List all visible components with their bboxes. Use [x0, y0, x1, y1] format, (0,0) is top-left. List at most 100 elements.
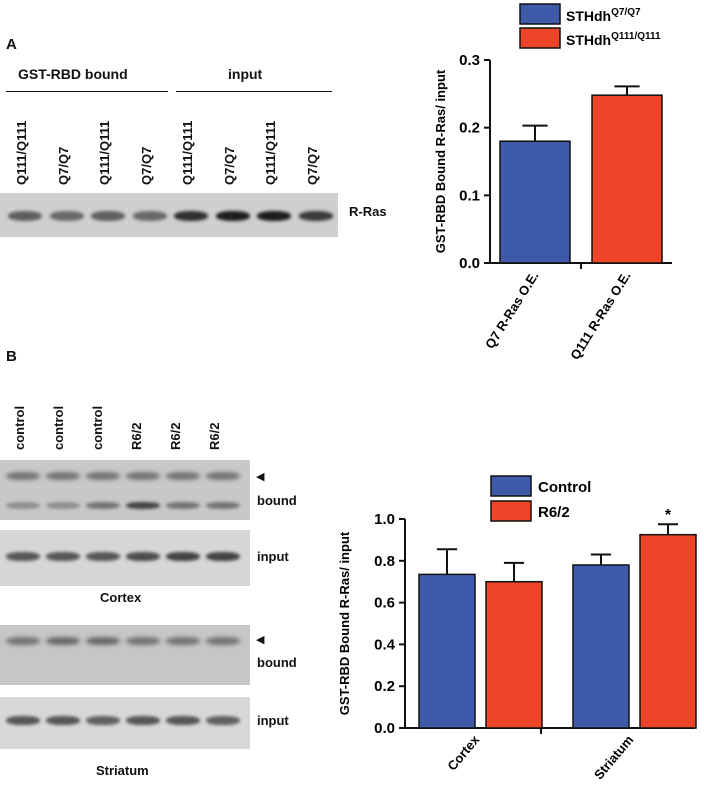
- legend-label: STHdhQ7/Q7: [566, 7, 641, 24]
- label-bound-striatum: bound: [257, 655, 297, 670]
- bar: [485, 580, 543, 729]
- blot-band: [46, 472, 80, 480]
- panel-a-lane-label: Q7/Q7: [138, 146, 154, 185]
- blot-band: [166, 552, 200, 561]
- blot-band: [166, 472, 200, 480]
- y-tick-label: 0.1: [459, 187, 480, 204]
- legend-swatch: [519, 3, 561, 25]
- legend-label: Control: [538, 479, 591, 496]
- blot-striatum-bound: [0, 625, 250, 685]
- blot-band: [166, 502, 200, 509]
- blot-striatum-input: [0, 697, 250, 749]
- blot-band: [174, 211, 208, 221]
- arrow-marker-cortex: ◀: [256, 471, 265, 483]
- blot-band: [206, 552, 240, 561]
- blot-band: [126, 552, 160, 561]
- blot-band: [46, 552, 80, 561]
- y-tick-label: 0.4: [374, 636, 396, 653]
- blot-band: [6, 502, 40, 509]
- panel-a-lane-label: Q7/Q7: [55, 146, 71, 185]
- blot-band: [126, 472, 160, 480]
- blot-cortex-input: [0, 530, 250, 586]
- panel-a-lane-label: Q7/Q7: [221, 146, 237, 185]
- legend-swatch: [519, 27, 561, 49]
- blot-band: [46, 502, 80, 509]
- y-tick-label: 0.6: [374, 595, 395, 612]
- bar: [499, 140, 571, 264]
- label-cortex: Cortex: [100, 590, 142, 605]
- group-line-bound: [6, 91, 168, 92]
- x-category-label: Q111 R-Ras O.E.: [567, 269, 633, 363]
- blot-band: [206, 716, 240, 725]
- bar: [572, 564, 630, 729]
- arrow-marker-striatum: ◀: [256, 634, 265, 646]
- panel-a-label: A: [6, 36, 17, 53]
- blot-band: [215, 211, 250, 221]
- blot-band: [257, 211, 291, 221]
- blot-band: [206, 637, 240, 645]
- y-tick-label: 1.0: [374, 511, 395, 528]
- label-bound-cortex: bound: [257, 493, 297, 508]
- x-category-label: Q7 R-Ras O.E.: [482, 269, 541, 352]
- blot-band: [206, 502, 240, 509]
- blot-band: [166, 637, 200, 645]
- blot-a-rras: [0, 193, 338, 237]
- panel-b-lane-label: control: [12, 405, 27, 450]
- panel-a-lane-label: Q7/Q7: [304, 146, 320, 185]
- blot-band: [86, 637, 120, 645]
- blot-band: [86, 716, 120, 725]
- chart-b: Control R6/2 0.0 0.2 0.4 0.6 0.8 1.0 GST-RBD Bo…: [337, 475, 697, 782]
- blot-cortex-bound: [0, 460, 250, 520]
- blot-band: [6, 472, 40, 480]
- label-striatum: Striatum: [96, 763, 149, 778]
- bar: [418, 573, 476, 729]
- blot-band: [126, 502, 160, 509]
- panel-b-label: B: [6, 348, 17, 365]
- bar: [591, 94, 663, 264]
- label-input-striatum: input: [257, 713, 289, 728]
- blot-band: [46, 637, 80, 645]
- group-line-input: [176, 91, 332, 92]
- band-label-rras: R-Ras: [349, 204, 387, 219]
- panel-b-lane-label: R6/2: [168, 422, 183, 450]
- blot-band: [86, 552, 120, 561]
- legend-label: R6/2: [538, 504, 570, 521]
- blot-band: [206, 472, 240, 480]
- panel-a-lane-label: Q111/Q111: [14, 120, 29, 185]
- blot-band: [46, 716, 80, 725]
- significance-marker: *: [665, 507, 672, 524]
- blot-band: [8, 211, 42, 221]
- y-tick-label: 0.2: [374, 678, 395, 695]
- blot-band: [49, 211, 84, 221]
- y-tick-label: 0.0: [374, 720, 395, 737]
- y-tick-label: 0.2: [459, 120, 480, 137]
- panel-b-lane-label: R6/2: [207, 422, 222, 450]
- legend-swatch: [490, 500, 532, 522]
- blot-band: [132, 211, 167, 221]
- legend-label: STHdhQ111/Q111: [566, 31, 661, 48]
- blot-band: [6, 637, 40, 645]
- panel-a-lane-label: Q111/Q111: [263, 120, 278, 185]
- x-category-label: Striatum: [591, 732, 636, 782]
- blot-band: [86, 472, 120, 480]
- blot-band: [126, 716, 160, 725]
- bar: [639, 533, 697, 729]
- label-input-cortex: input: [257, 549, 289, 564]
- group-label-bound: GST-RBD bound: [18, 66, 128, 82]
- panel-a-lane-label: Q111/Q111: [180, 120, 195, 185]
- blot-band: [6, 552, 40, 561]
- panel-b-lane-label: control: [51, 405, 66, 450]
- y-axis-label: GST-RBD Bound R-Ras/ input: [433, 69, 448, 253]
- chart-a: STHdhQ7/Q7 STHdhQ111/Q111 0.0 0.1 0.2 0.3 GST…: [433, 3, 672, 363]
- y-axis-label: GST-RBD Bound R-Ras/ input: [337, 531, 352, 715]
- blot-band: [86, 502, 120, 509]
- blot-band: [6, 716, 40, 725]
- y-tick-label: 0.8: [374, 553, 395, 570]
- blot-band: [166, 716, 200, 725]
- y-tick-label: 0.3: [459, 52, 480, 69]
- group-label-input: input: [228, 66, 263, 82]
- panel-a-lane-label: Q111/Q111: [97, 120, 112, 185]
- panel-b-lane-label: control: [90, 405, 105, 450]
- y-tick-label: 0.0: [459, 255, 480, 272]
- x-category-label: Cortex: [444, 732, 482, 774]
